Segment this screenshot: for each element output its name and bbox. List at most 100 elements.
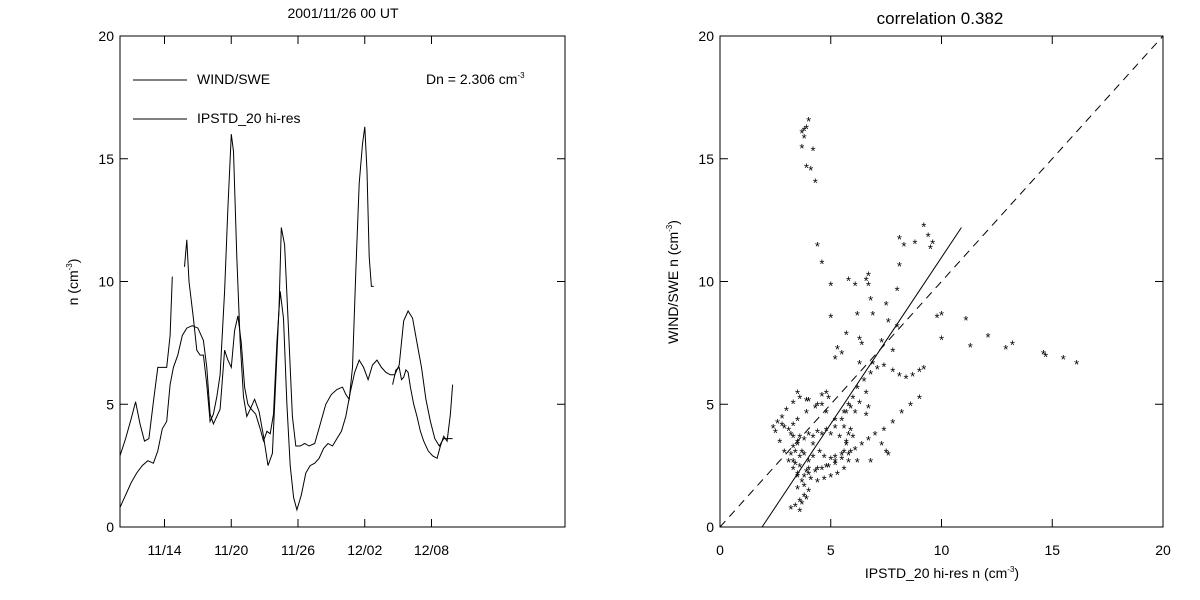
series-line-ipstd-20-hi-res (184, 126, 374, 466)
scatter-point: * (912, 237, 917, 252)
scatter-point: * (822, 450, 827, 465)
scatter-point: * (890, 416, 895, 431)
scatter-point: * (839, 448, 844, 463)
scatter-point: * (848, 445, 853, 460)
scatter-point: * (857, 396, 862, 411)
scatter-point: * (788, 448, 793, 463)
scatter-point: * (802, 433, 807, 448)
scatter-point: * (968, 340, 973, 355)
timeseries-chart: 2001/11/26 00 UT 0 5 10 15 20 11/14 11/20 11/2… (65, 5, 566, 558)
scatter-point: * (799, 126, 804, 141)
scatter-point: * (782, 421, 787, 436)
scatter-point: * (813, 465, 818, 480)
scatter-title: correlation 0.382 (877, 9, 1004, 28)
y-tick-label: 0 (106, 519, 114, 535)
scatter-point: * (833, 455, 838, 470)
scatter-point: * (866, 269, 871, 284)
scatter-point: * (853, 443, 858, 458)
timeseries-y-axis-label: n (cm-3) (65, 259, 81, 306)
scatter-point: * (897, 369, 902, 384)
scatter-point: * (899, 406, 904, 421)
timeseries-series (119, 126, 454, 512)
scatter-point: * (904, 372, 909, 387)
scatter-point: * (844, 438, 849, 453)
x-tick-label: 20 (1155, 542, 1171, 558)
scatter-x-axis-label: IPSTD_20 hi-res n (cm-3) (865, 565, 1019, 581)
scatter-point: * (868, 455, 873, 470)
scatter-point: * (797, 431, 802, 446)
x-tick-label: 0 (716, 542, 724, 558)
scatter-point: * (819, 428, 824, 443)
scatter-point: * (813, 175, 818, 190)
scatter-point: * (799, 475, 804, 490)
scatter-point: * (848, 423, 853, 438)
scatter-point: * (824, 406, 829, 421)
scatter-point: * (857, 332, 862, 347)
scatter-point: * (808, 163, 813, 178)
scatter-point: * (861, 374, 866, 389)
y-tick-label: 5 (106, 396, 114, 412)
scatter-point: * (859, 438, 864, 453)
scatter-point: * (866, 433, 871, 448)
scatter-point: * (795, 467, 800, 482)
scatter-point: * (855, 308, 860, 323)
x-tick-label: 12/02 (347, 542, 382, 558)
scatter-point: * (848, 401, 853, 416)
scatter-point: * (908, 399, 913, 414)
y-tick-label: 15 (98, 151, 114, 167)
scatter-point: * (870, 357, 875, 372)
scatter-point: * (870, 308, 875, 323)
timeseries-plot-frame (119, 35, 566, 528)
scatter-point: * (806, 463, 811, 478)
scatter-point: * (1003, 342, 1008, 357)
scatter-point: * (802, 131, 807, 146)
scatter-point: * (797, 391, 802, 406)
scatter-point: * (802, 470, 807, 485)
scatter-point: * (788, 428, 793, 443)
scatter-reference-lines (719, 35, 1164, 528)
scatter-point: * (886, 315, 891, 330)
scatter-point: * (815, 463, 820, 478)
scatter-point: * (771, 421, 776, 436)
scatter-point: * (864, 409, 869, 424)
scatter-point: * (985, 330, 990, 345)
scatter-point: * (868, 293, 873, 308)
scatter-point: * (844, 436, 849, 451)
scatter-point: * (815, 426, 820, 441)
legend-label-ipstd: IPSTD_20 hi-res (197, 110, 300, 126)
scatter-y-ticks: 0 5 10 15 20 (698, 28, 1163, 535)
scatter-point: * (864, 386, 869, 401)
legend-label-wind-swe: WIND/SWE (197, 71, 270, 87)
timeseries-legend: WIND/SWE IPSTD_20 hi-res (133, 71, 300, 126)
scatter-point: * (897, 259, 902, 274)
scatter-point: * (804, 406, 809, 421)
scatter-point: * (815, 399, 820, 414)
scatter-point: * (926, 229, 931, 244)
series-line-ipstd-20-hi-res (392, 366, 454, 460)
scatter-point: * (804, 465, 809, 480)
scatter-point: * (828, 278, 833, 293)
scatter-point: * (1074, 357, 1079, 372)
scatter-point: * (890, 364, 895, 379)
scatter-point: * (795, 436, 800, 451)
scatter-point: * (802, 490, 807, 505)
scatter-point: * (917, 391, 922, 406)
scatter-point: * (844, 406, 849, 421)
y-tick-label: 15 (698, 151, 714, 167)
scatter-point: * (795, 413, 800, 428)
scatter-point: * (846, 428, 851, 443)
y-tick-label: 10 (698, 274, 714, 290)
x-tick-label: 11/26 (281, 542, 315, 558)
scatter-point: * (895, 283, 900, 298)
scatter-point: * (824, 386, 829, 401)
scatter-point: * (793, 445, 798, 460)
scatter-point: * (791, 455, 796, 470)
scatter-point: * (804, 394, 809, 409)
y-tick-label: 0 (706, 519, 714, 535)
y-tick-label: 20 (698, 28, 714, 44)
scatter-point: * (833, 352, 838, 367)
timeseries-title: 2001/11/26 00 UT (287, 5, 398, 21)
scatter-point: * (859, 337, 864, 352)
scatter-point: * (857, 357, 862, 372)
